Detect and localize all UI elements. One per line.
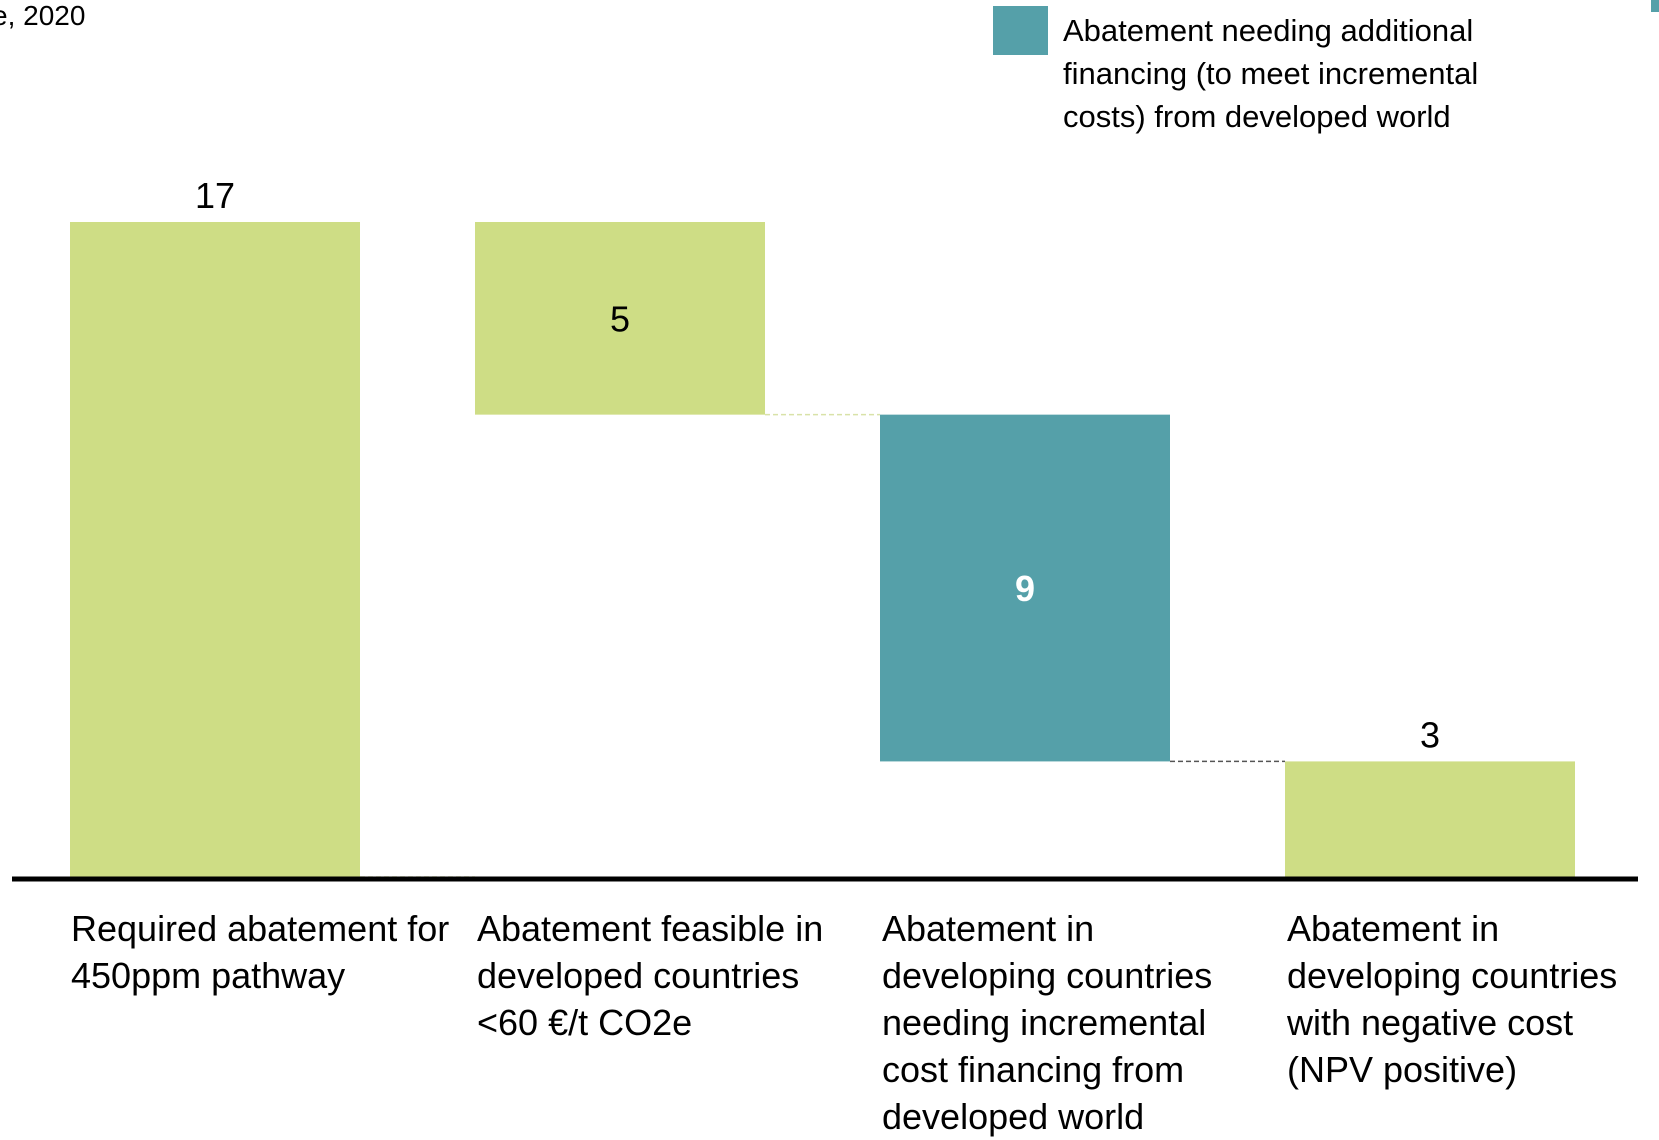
legend-label: Abatement needing additional financing (… [1063, 13, 1479, 134]
chart-subtitle: e, 2020 [0, 0, 86, 31]
bar-developing-negative [1285, 761, 1575, 877]
value-label-required: 17 [195, 175, 235, 216]
bar-developing-financing [880, 414, 1170, 762]
value-label-developed: 5 [610, 298, 630, 339]
bar-required [70, 222, 360, 877]
category-label-developed: Abatement feasible in developed countrie… [477, 908, 824, 1043]
legend-swatch [993, 6, 1048, 55]
value-label-developing-negative: 3 [1420, 714, 1440, 755]
corner-mark [1651, 0, 1659, 12]
category-label-developing-negative: Abatement in developing countries with n… [1287, 908, 1618, 1090]
bar-developed [475, 222, 765, 415]
value-label-developing-financing: 9 [1015, 568, 1035, 609]
category-label-required: Required abatement for 450ppm pathway [71, 908, 450, 996]
category-label-developing-financing: Abatement in developing countries needin… [882, 908, 1213, 1137]
